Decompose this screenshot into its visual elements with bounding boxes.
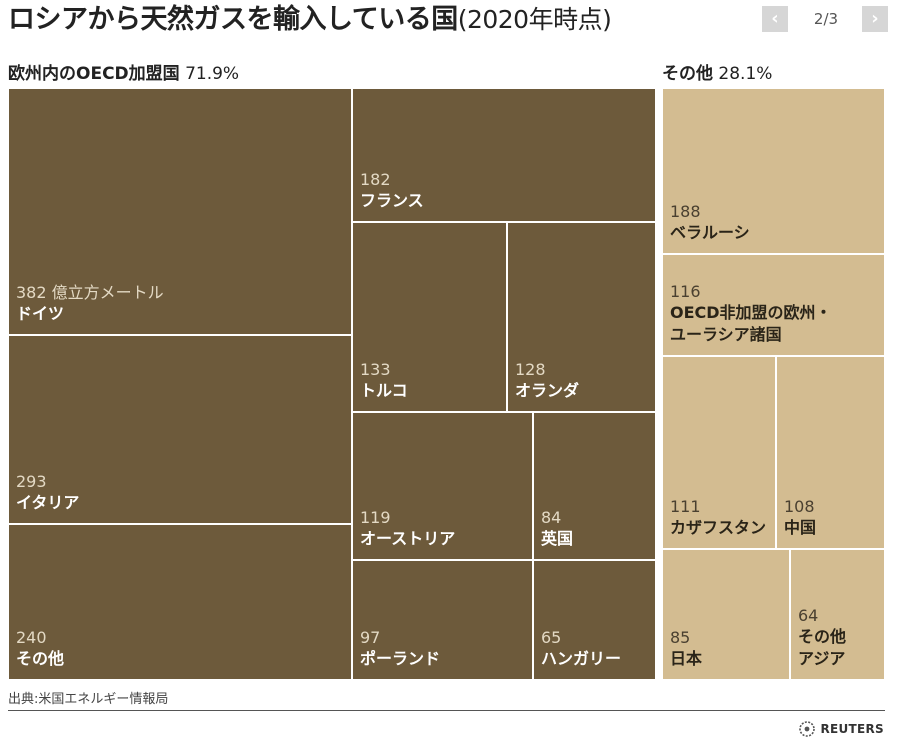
treemap-name-label-0-3-0: フランス (360, 191, 424, 210)
treemap-value-label-0-1: 293 (16, 472, 47, 491)
treemap-name-label-0-7-0: 英国 (540, 529, 573, 548)
treemap-cell-0-2[interactable] (7, 523, 353, 681)
group-label-oecd: 欧州内のOECD加盟国 71.9% (8, 62, 239, 86)
treemap-name-label-0-4-0: トルコ (360, 381, 408, 400)
reuters-logo-icon (799, 721, 816, 737)
reuters-logo: REUTERS (799, 719, 884, 739)
treemap-name-label-0-5-0: オランダ (515, 381, 579, 400)
treemap-name-label-0-0-0: ドイツ (16, 304, 64, 323)
chevron-left-icon: ‹ (771, 8, 779, 29)
treemap-cell-1-1[interactable] (661, 253, 886, 357)
treemap-name-label-0-8-0: ポーランド (360, 649, 440, 668)
treemap-cell-1-4[interactable] (661, 548, 791, 681)
treemap-value-label-1-4: 85 (670, 628, 690, 647)
chevron-right-icon: › (871, 8, 879, 29)
treemap-value-label-1-3: 108 (784, 497, 815, 516)
treemap-name-label-1-0-0: ベラルーシ (670, 223, 750, 242)
treemap-cell-0-8[interactable] (351, 559, 534, 681)
treemap-name-label-0-6-0: オーストリア (360, 529, 455, 548)
treemap-cell-1-5[interactable] (789, 548, 886, 681)
source-note: 出典:米国エネルギー情報局 (8, 692, 169, 707)
treemap-value-label-0-4: 133 (360, 360, 391, 379)
treemap-value-label-0-7: 84 (541, 508, 561, 527)
treemap-name-label-1-3-0: 中国 (784, 518, 816, 537)
treemap-name-label-1-5-1: アジア (798, 649, 845, 668)
treemap-value-label-0-2: 240 (16, 628, 47, 647)
group-share-oecd: 71.9% (185, 64, 240, 84)
treemap-value-label-0-5: 128 (515, 360, 546, 379)
treemap-cell-1-3[interactable] (775, 355, 886, 550)
treemap-cell-0-4[interactable] (351, 221, 508, 413)
treemap-cell-0-3[interactable] (351, 87, 657, 223)
treemap-name-label-1-2-0: カザフスタン (670, 518, 766, 537)
page-title: ロシアから天然ガスを輸入している国(2020年時点) (8, 0, 612, 40)
logo-text: REUTERS (820, 722, 884, 736)
treemap-name-label-0-2-0: その他 (16, 649, 64, 668)
next-page-button[interactable]: › (862, 6, 888, 32)
treemap-value-label-0-3: 182 (360, 170, 391, 189)
treemap-name-label-0-9-0: ハンガリー (541, 649, 621, 668)
group-name-other: その他 (662, 64, 713, 84)
treemap-cell-0-7[interactable] (532, 411, 657, 561)
treemap-cell-0-9[interactable] (532, 559, 657, 681)
treemap-name-label-1-1-0: OECD非加盟の欧州・ (670, 303, 832, 322)
prev-page-button[interactable]: ‹ (762, 6, 788, 32)
treemap-cell-1-0[interactable] (661, 87, 886, 255)
treemap-value-label-0-6: 119 (360, 508, 391, 527)
treemap-name-label-1-5-0: その他 (798, 627, 846, 646)
treemap-value-label-1-1: 116 (670, 282, 701, 301)
treemap-name-label-1-1-1: ユーラシア諸国 (670, 325, 782, 344)
group-name-oecd: 欧州内のOECD加盟国 (8, 64, 180, 84)
treemap-value-label-1-2: 111 (670, 497, 701, 516)
treemap-cell-1-2[interactable] (661, 355, 777, 550)
treemap-name-label-1-4-0: 日本 (670, 649, 702, 668)
group-label-other: その他 28.1% (662, 62, 772, 86)
treemap-value-label-0-9: 65 (541, 628, 561, 647)
footer-divider (8, 710, 885, 711)
treemap-value-label-1-0: 188 (670, 202, 701, 221)
treemap-value-label-0-0: 382 億立方メートル (16, 283, 164, 302)
page-indicator: 2/3 (813, 10, 839, 28)
treemap-value-label-0-8: 97 (360, 628, 380, 647)
treemap-value-label-1-5: 64 (798, 606, 818, 625)
group-share-other: 28.1% (718, 64, 773, 84)
title-suffix: (2020年時点) (457, 5, 612, 34)
treemap-name-label-0-1-0: イタリア (16, 493, 79, 512)
title-main: ロシアから天然ガスを輸入している国 (8, 4, 458, 35)
